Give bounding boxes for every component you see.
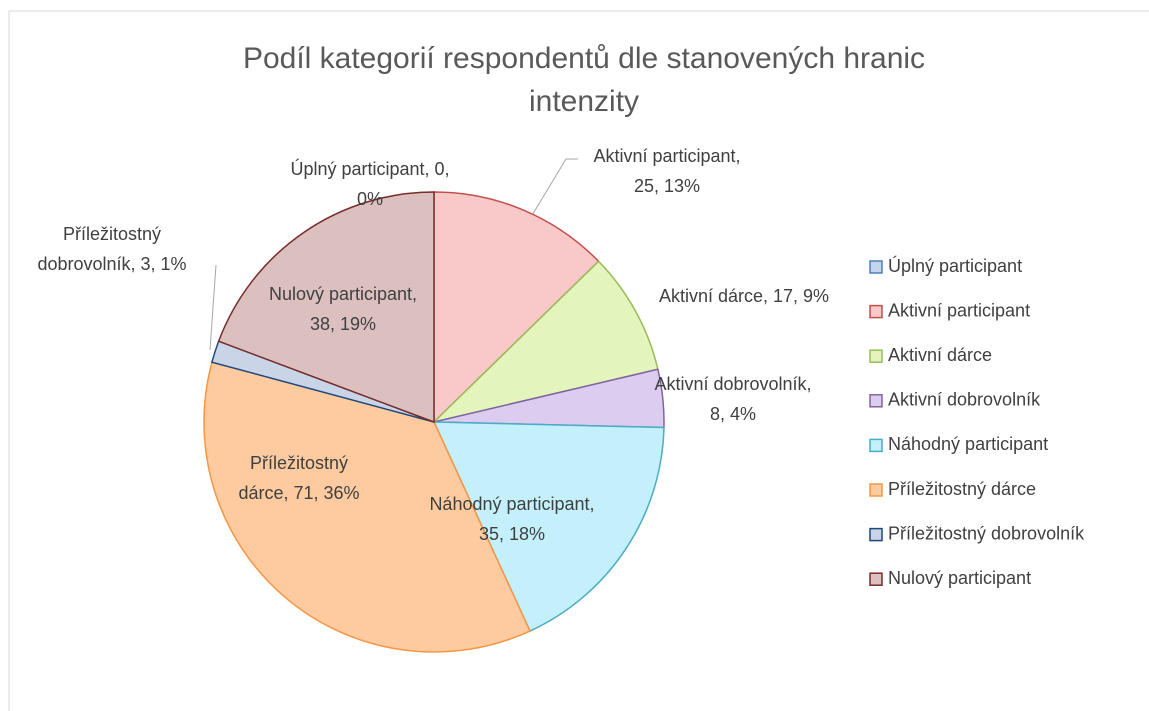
legend-label: Úplný participant <box>888 255 1022 276</box>
legend-label: Náhodný participant <box>888 434 1048 454</box>
legend-swatch <box>869 527 883 542</box>
legend-swatch <box>869 349 883 363</box>
chart-title: Podíl kategorií respondentů dle stanoven… <box>243 42 925 118</box>
legend-label: Příležitostný dobrovolník <box>888 523 1085 543</box>
data-label: Aktivní dobrovolník, 8, 4% <box>654 374 811 424</box>
legend-swatch <box>869 304 883 319</box>
leader-line <box>209 264 217 351</box>
data-label: Nulový participant, 38, 19% <box>269 284 417 334</box>
legend-label: Aktivní participant <box>888 300 1030 320</box>
data-label: Náhodný participant, 35, 18% <box>429 494 594 544</box>
legend-label: Nulový participant <box>888 568 1031 588</box>
legend-label: Aktivní dobrovolník <box>888 390 1041 410</box>
data-label: Příležitostný dobrovolník, 3, 1% <box>37 224 186 274</box>
pie-slice <box>203 361 531 653</box>
legend-swatch <box>869 394 883 408</box>
data-label: Příležitostný dárce, 71, 36% <box>238 453 359 503</box>
legend-label: Příležitostný dárce <box>888 479 1036 499</box>
legend-swatch <box>869 438 883 453</box>
data-label: Úplný participant, 0, 0% <box>290 158 449 209</box>
legend-swatch <box>869 572 883 586</box>
pie-slice <box>217 191 435 424</box>
data-label: Aktivní dárce, 17, 9% <box>659 286 829 306</box>
data-label: Aktivní participant, 25, 13% <box>593 146 740 196</box>
legend-label: Aktivní dárce <box>888 345 992 365</box>
legend-swatch <box>869 483 883 497</box>
legend-swatch <box>869 260 883 274</box>
pie-slice <box>432 421 665 633</box>
pie-slice <box>433 191 600 424</box>
leader-line <box>527 158 578 223</box>
